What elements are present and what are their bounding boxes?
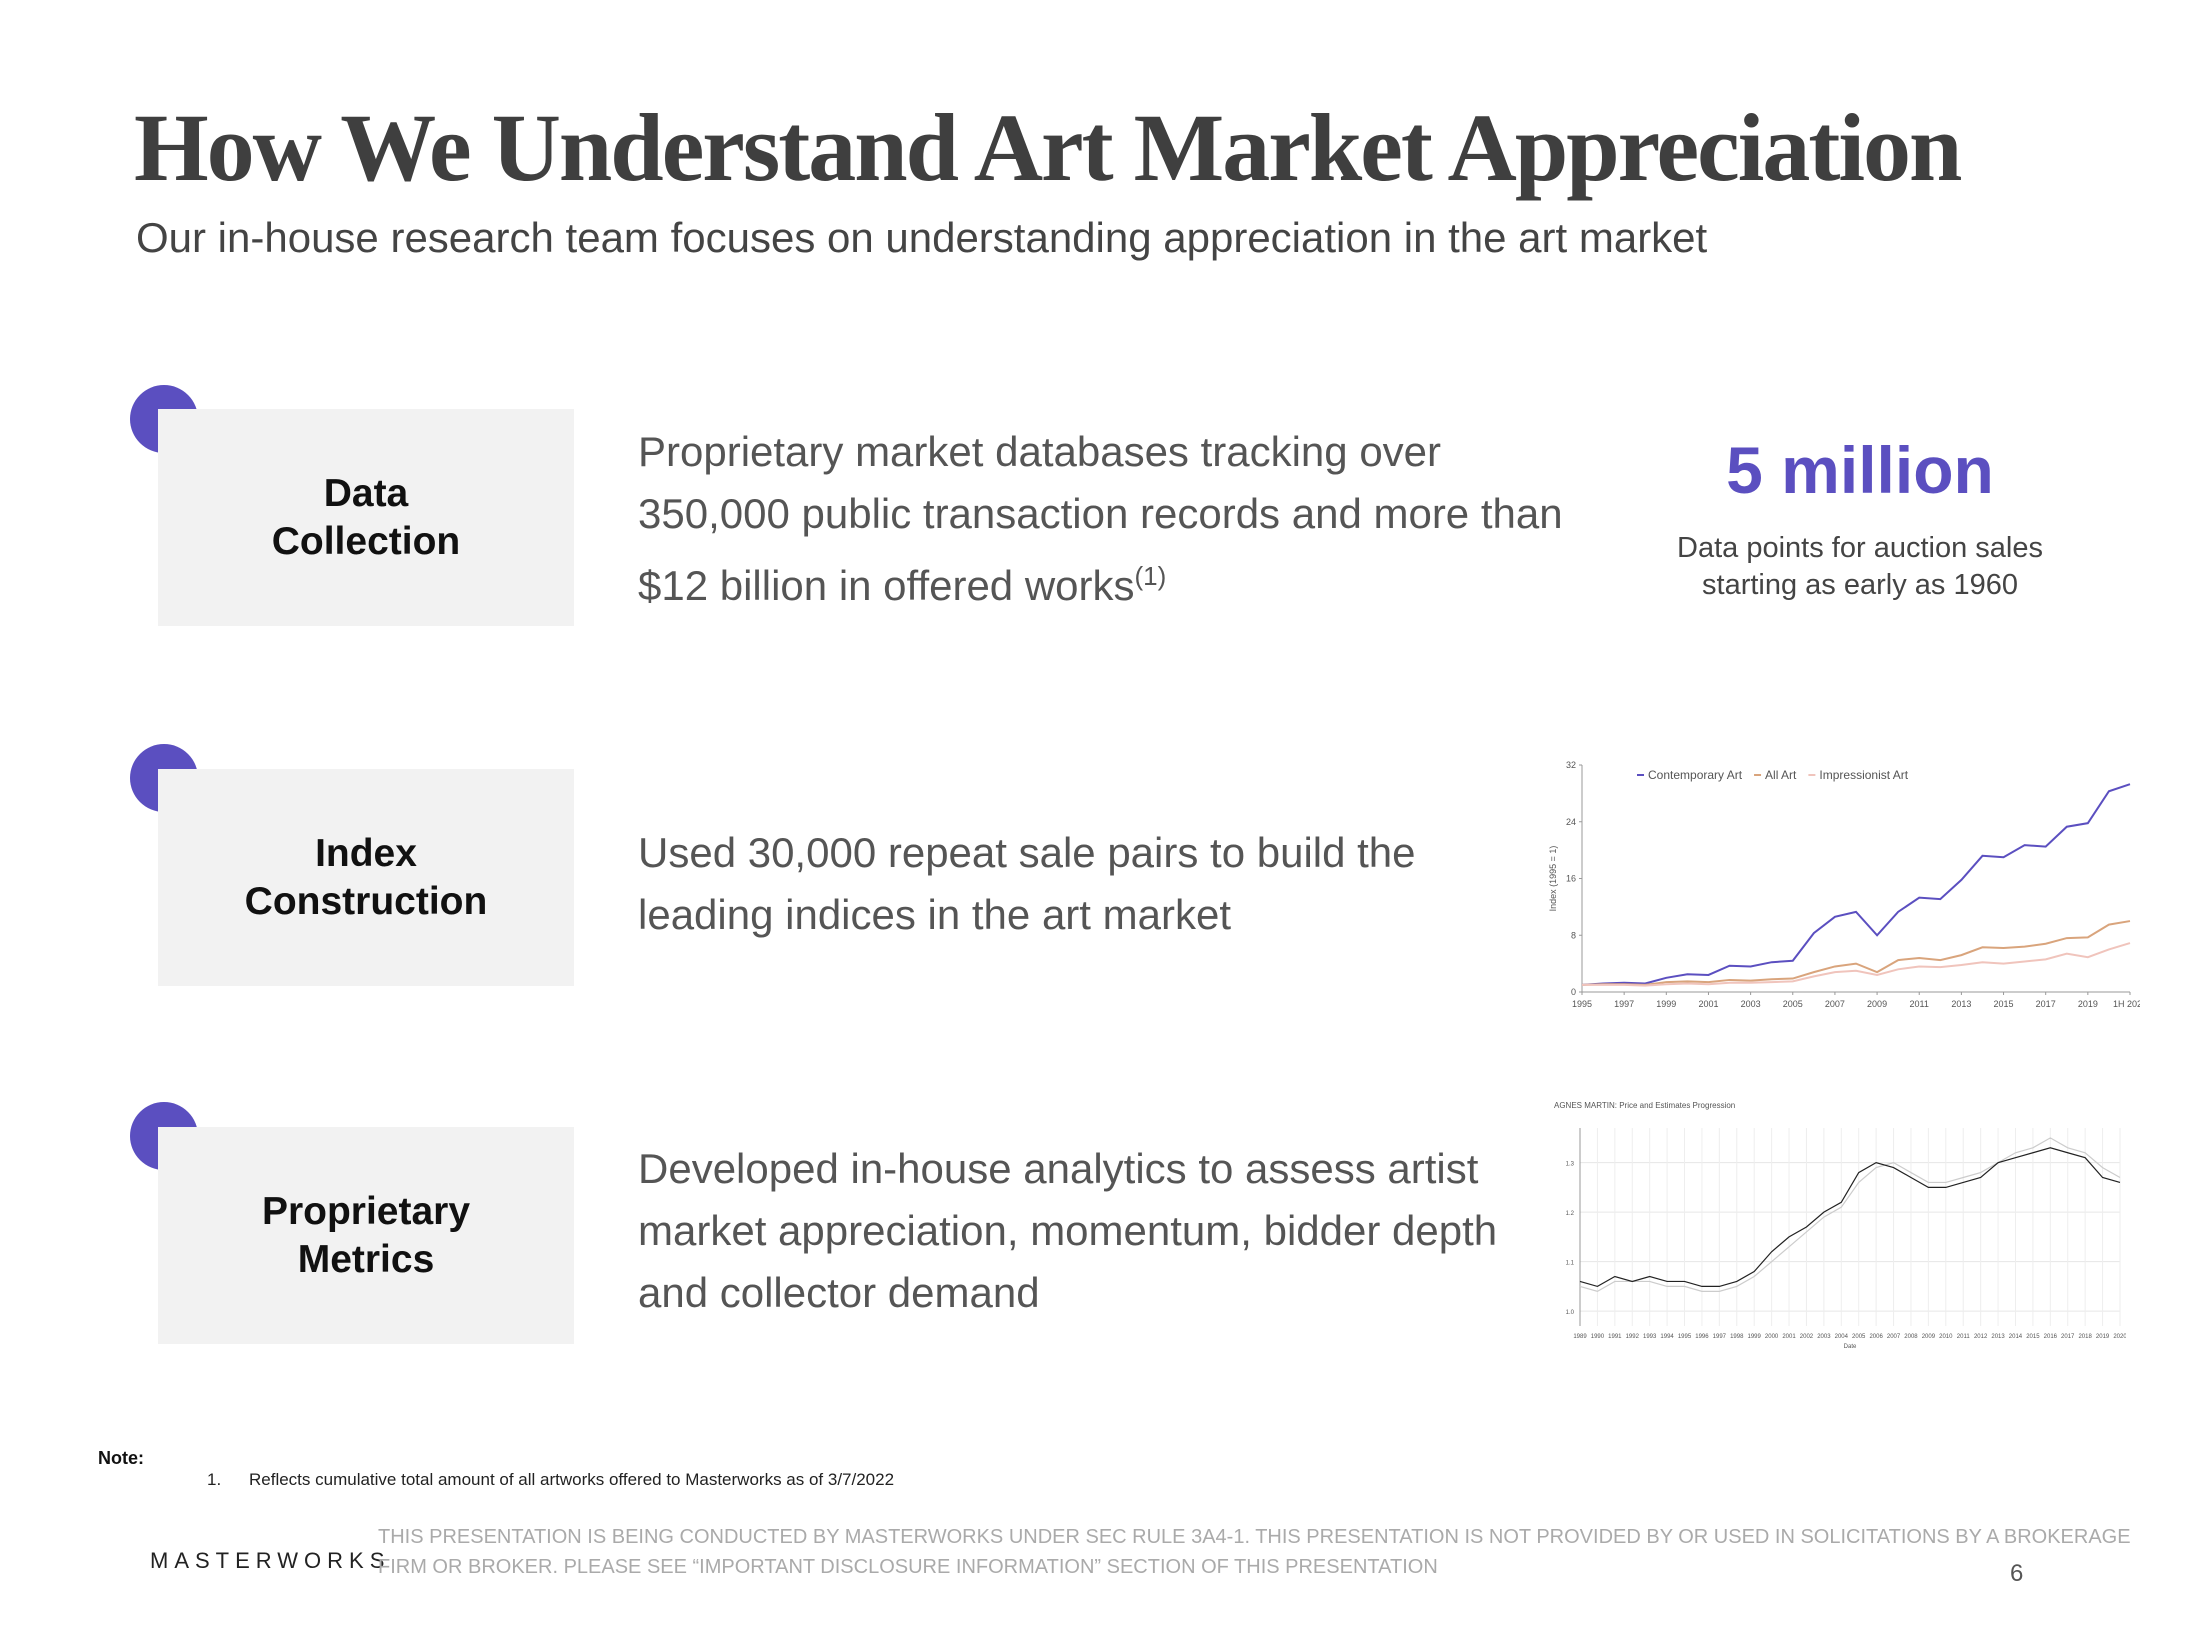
description-text: Proprietary market databases tracking ov… [638, 428, 1563, 609]
x-tick-label: 2012 [1974, 1334, 1988, 1340]
x-tick-label: 2015 [2026, 1334, 2040, 1340]
x-tick-label: 2011 [1957, 1334, 1971, 1340]
x-tick-label: 2007 [1825, 999, 1845, 1009]
step-label: Collection [271, 519, 461, 563]
x-tick-label: 2018 [2078, 1334, 2092, 1340]
x-tick-label: 1995 [1678, 1334, 1692, 1340]
x-tick-label: 1999 [1656, 999, 1676, 1009]
x-tick-label: 1991 [1608, 1334, 1622, 1340]
x-tick-label: 2015 [1994, 999, 2014, 1009]
x-tick-label: 2009 [1922, 1334, 1936, 1340]
legend-label: Impressionist Art [1819, 768, 1908, 782]
series-line [1581, 783, 2131, 986]
series-line [1579, 1147, 2121, 1288]
x-tick-label: 2007 [1887, 1334, 1901, 1340]
x-tick-label: 1994 [1660, 1334, 1674, 1340]
x-tick-label: 2005 [1783, 999, 1803, 1009]
x-tick-label: 2013 [1951, 999, 1971, 1009]
x-tick-label: 1H 2021 [2113, 999, 2140, 1009]
note-marker: 1. [207, 1470, 222, 1489]
series-line [1582, 942, 2131, 987]
x-tick-label: 2010 [1939, 1334, 1953, 1340]
chart-title: AGNES MARTIN: Price and Estimates Progre… [1554, 1101, 1735, 1110]
artist-chart: AGNES MARTIN: Price and Estimates Progre… [1554, 1101, 2126, 1350]
x-tick-label: 2001 [1698, 999, 1718, 1009]
y-axis-label: Index [1554, 1220, 1556, 1235]
note-text: Reflects cumulative total amount of all … [249, 1470, 895, 1489]
x-tick-label: 2003 [1741, 999, 1761, 1009]
page-number: 6 [2010, 1560, 2024, 1587]
x-tick-label: 2013 [1991, 1334, 2005, 1340]
y-tick-label: 32 [1566, 760, 1576, 770]
caption-line: starting as early as 1960 [1702, 569, 2018, 601]
x-tick-label: 1990 [1591, 1334, 1605, 1340]
step-description: Developed in-house analytics to assess a… [638, 1145, 1498, 1316]
y-tick-label: 1.2 [1566, 1211, 1575, 1217]
x-tick-label: 1999 [1748, 1334, 1762, 1340]
x-tick-label: 2005 [1852, 1334, 1866, 1340]
y-tick-label: 1.0 [1566, 1310, 1575, 1316]
x-tick-label: 2009 [1867, 999, 1887, 1009]
disclaimer: THIS PRESENTATION IS BEING CONDUCTED BY … [378, 1526, 2131, 1578]
y-tick-label: 1.3 [1566, 1162, 1575, 1168]
footnote-mark: (1) [1134, 561, 1167, 591]
x-tick-label: 2019 [2096, 1334, 2110, 1340]
caption-line: Data points for auction sales [1677, 532, 2043, 564]
step-box: Proprietary Metrics [158, 1127, 574, 1344]
step-label: Construction [244, 879, 488, 923]
series-line [1581, 920, 2131, 986]
x-tick-label: 2020 [2113, 1334, 2126, 1340]
y-tick-label: 8 [1571, 930, 1576, 940]
stat-value: 5 million [1726, 433, 1994, 507]
step-label: Metrics [297, 1237, 435, 1281]
step-box: Data Collection [158, 409, 574, 626]
legend-label: All Art [1765, 768, 1797, 782]
x-tick-label: 1989 [1573, 1334, 1587, 1340]
x-tick-label: 2011 [1910, 999, 1929, 1009]
x-tick-label: 1997 [1614, 999, 1634, 1009]
x-tick-label: 2006 [1869, 1334, 1883, 1340]
x-tick-label: 1997 [1713, 1334, 1727, 1340]
x-tick-label: 2008 [1904, 1334, 1918, 1340]
step-description: Proprietary market databases tracking ov… [638, 421, 1578, 617]
logo: MASTERWORKS [150, 1548, 391, 1573]
y-tick-label: 16 [1566, 874, 1576, 884]
x-tick-label: 2017 [2036, 999, 2056, 1009]
x-axis-label: Date [1844, 1344, 1857, 1350]
step-box: Index Construction [158, 769, 574, 986]
x-tick-label: 1998 [1730, 1334, 1744, 1340]
x-tick-label: 2000 [1765, 1334, 1779, 1340]
x-tick-label: 2002 [1800, 1334, 1814, 1340]
step-label: Proprietary [261, 1189, 471, 1233]
x-tick-label: 2003 [1817, 1334, 1831, 1340]
x-tick-label: 1995 [1572, 999, 1592, 1009]
index-chart: 0 8 16 24 32 1995 1997 1999 2001 2003 2005 2007 2009… [1548, 760, 2140, 1009]
x-tick-label: 2001 [1782, 1334, 1796, 1340]
step-label: Data [323, 471, 409, 515]
legend-label: Contemporary Art [1648, 768, 1743, 782]
slide-title: How We Understand Art Market Appreciatio… [134, 94, 1962, 201]
x-tick-label: 1996 [1695, 1334, 1709, 1340]
y-axis-label: Index (1995 = 1) [1548, 846, 1558, 912]
step-label: Index [315, 831, 417, 875]
y-tick-label: 1.1 [1566, 1261, 1575, 1267]
y-tick-label: 24 [1566, 817, 1576, 827]
x-tick-label: 2004 [1835, 1334, 1849, 1340]
x-tick-label: 1993 [1643, 1334, 1657, 1340]
stat-caption: Data points for auction sales starting a… [1620, 530, 2100, 604]
step-description: Used 30,000 repeat sale pairs to build t… [638, 829, 1416, 938]
y-tick-label: 0 [1571, 987, 1576, 997]
x-tick-label: 2016 [2044, 1334, 2058, 1340]
slide-subtitle: Our in-house research team focuses on un… [136, 214, 1708, 261]
x-tick-label: 2017 [2061, 1334, 2075, 1340]
x-tick-label: 2014 [2009, 1334, 2023, 1340]
x-tick-label: 1992 [1626, 1334, 1640, 1340]
series-line [1579, 1137, 2121, 1292]
note-heading: Note: [98, 1448, 144, 1468]
x-tick-label: 2019 [2078, 999, 2098, 1009]
